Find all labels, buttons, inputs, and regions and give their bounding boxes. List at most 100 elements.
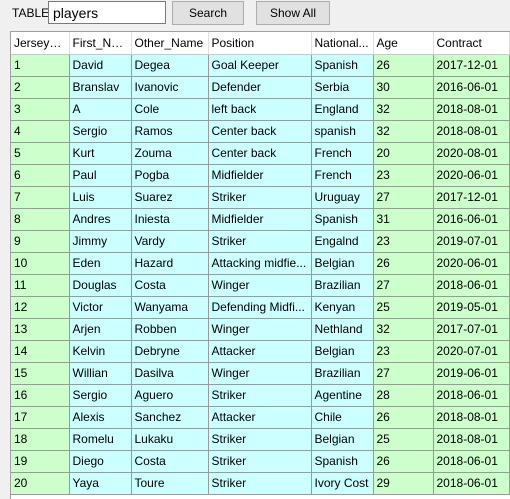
cell-jersey-no[interactable]: 8 [11,208,70,231]
cell-other-name[interactable]: Costa [131,274,209,297]
table-row[interactable]: 8 Andres Iniesta Midfielder Spanish 31 2016-06… [11,208,510,231]
cell-nationality[interactable]: Uruguay [311,186,374,209]
cell-jersey-no[interactable]: 7 [11,186,70,209]
cell-other-name[interactable]: Ramos [131,120,209,143]
cell-first-name[interactable]: Victor [69,296,132,319]
table-row[interactable]: 7 Luis Suarez Striker Uruguay 27 2017-12-01 [11,186,510,209]
table-row[interactable]: 5 Kurt Zouma Center back French 20 2020-08-01 [11,142,510,165]
table-row[interactable]: 4 Sergio Ramos Center back spanish 32 2018-08-… [11,120,510,143]
cell-jersey-no[interactable]: 9 [11,230,70,253]
cell-nationality[interactable]: Belgian [311,252,374,275]
cell-jersey-no[interactable]: 3 [11,98,70,121]
cell-other-name[interactable]: Sanchez [131,406,209,429]
cell-nationality[interactable]: Belgian [311,428,374,451]
cell-nationality[interactable]: Belgian [311,340,374,363]
cell-other-name[interactable]: Zouma [131,142,209,165]
cell-age[interactable]: 29 [373,472,434,495]
column-header-other-name[interactable]: Other_Name [131,32,209,55]
column-header-nationality[interactable]: National... [311,32,374,55]
cell-age[interactable]: 25 [373,296,434,319]
table-row[interactable]: 13 Arjen Robben Winger Nethland 32 2017-07-01 [11,318,510,341]
cell-nationality[interactable]: Agentine [311,384,374,407]
cell-jersey-no[interactable]: 14 [11,340,70,363]
cell-contract[interactable]: 2018-06-01 [433,384,510,407]
cell-nationality[interactable]: England [311,98,374,121]
cell-position[interactable]: Winger [208,318,312,341]
cell-contract[interactable]: 2019-06-01 [433,362,510,385]
cell-age[interactable]: 27 [373,186,434,209]
cell-position[interactable]: Striker [208,186,312,209]
cell-position[interactable]: Striker [208,450,312,473]
cell-contract[interactable]: 2019-05-01 [433,296,510,319]
cell-contract[interactable]: 2018-08-01 [433,428,510,451]
cell-age[interactable]: 31 [373,208,434,231]
cell-position[interactable]: Attacker [208,340,312,363]
column-header-age[interactable]: Age [373,32,434,55]
cell-other-name[interactable]: Costa [131,450,209,473]
column-header-position[interactable]: Position [208,32,312,55]
players-grid[interactable]: Jersey_No First_Na... Other_Name Position Na… [10,31,510,499]
cell-age[interactable]: 26 [373,54,434,77]
cell-position[interactable]: Defending Midfi... [208,296,312,319]
cell-age[interactable]: 30 [373,76,434,99]
cell-first-name[interactable]: Romelu [69,428,132,451]
cell-contract[interactable]: 2020-06-01 [433,164,510,187]
cell-other-name[interactable]: Dasilva [131,362,209,385]
cell-other-name[interactable]: Robben [131,318,209,341]
cell-nationality[interactable]: Brazilian [311,362,374,385]
table-row[interactable]: 1 David Degea Goal Keeper Spanish 26 2017-12-0… [11,54,510,77]
cell-first-name[interactable]: Kelvin [69,340,132,363]
cell-jersey-no[interactable]: 11 [11,274,70,297]
cell-other-name[interactable]: Suarez [131,186,209,209]
cell-age[interactable]: 28 [373,384,434,407]
table-row[interactable]: 19 Diego Costa Striker Spanish 26 2018-06-01 [11,450,510,473]
cell-jersey-no[interactable]: 18 [11,428,70,451]
cell-contract[interactable]: 2018-06-01 [433,472,510,495]
cell-other-name[interactable]: Ivanovic [131,76,209,99]
cell-first-name[interactable]: Douglas [69,274,132,297]
cell-first-name[interactable]: Kurt [69,142,132,165]
cell-age[interactable]: 32 [373,120,434,143]
cell-contract[interactable]: 2016-06-01 [433,76,510,99]
cell-contract[interactable]: 2019-07-01 [433,230,510,253]
column-header-first-name[interactable]: First_Na... [69,32,132,55]
cell-contract[interactable]: 2018-06-01 [433,450,510,473]
cell-other-name[interactable]: Cole [131,98,209,121]
cell-jersey-no[interactable]: 1 [11,54,70,77]
cell-first-name[interactable]: Jimmy [69,230,132,253]
cell-age[interactable]: 26 [373,406,434,429]
cell-age[interactable]: 27 [373,274,434,297]
cell-first-name[interactable]: Paul [69,164,132,187]
cell-position[interactable]: Striker [208,428,312,451]
cell-position[interactable]: Striker [208,230,312,253]
cell-first-name[interactable]: Branslav [69,76,132,99]
cell-jersey-no[interactable]: 6 [11,164,70,187]
table-row[interactable]: 12 Victor Wanyama Defending Midfi... Kenyan 2… [11,296,510,319]
cell-jersey-no[interactable]: 17 [11,406,70,429]
cell-contract[interactable]: 2018-08-01 [433,406,510,429]
cell-age[interactable]: 32 [373,318,434,341]
cell-age[interactable]: 20 [373,142,434,165]
cell-age[interactable]: 23 [373,230,434,253]
cell-contract[interactable]: 2017-12-01 [433,54,510,77]
cell-first-name[interactable]: A [69,98,132,121]
table-row[interactable]: 15 Willian Dasilva Winger Brazilian 27 2019-06… [11,362,510,385]
cell-contract[interactable]: 2017-07-01 [433,318,510,341]
cell-other-name[interactable]: Degea [131,54,209,77]
cell-first-name[interactable]: David [69,54,132,77]
cell-nationality[interactable]: Chile [311,406,374,429]
cell-jersey-no[interactable]: 4 [11,120,70,143]
cell-jersey-no[interactable]: 20 [11,472,70,495]
cell-age[interactable]: 27 [373,362,434,385]
cell-jersey-no[interactable]: 15 [11,362,70,385]
cell-first-name[interactable]: Luis [69,186,132,209]
cell-position[interactable]: Midfielder [208,208,312,231]
cell-first-name[interactable]: Willian [69,362,132,385]
cell-other-name[interactable]: Debryne [131,340,209,363]
cell-age[interactable]: 25 [373,428,434,451]
table-row[interactable]: 18 Romelu Lukaku Striker Belgian 25 2018-08-01 [11,428,510,451]
cell-first-name[interactable]: Yaya [69,472,132,495]
cell-first-name[interactable]: Alexis [69,406,132,429]
cell-position[interactable]: Striker [208,472,312,495]
cell-other-name[interactable]: Pogba [131,164,209,187]
